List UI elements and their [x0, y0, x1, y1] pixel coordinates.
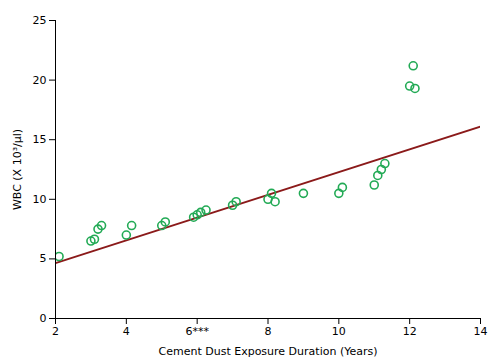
svg-text:5: 5	[40, 252, 47, 265]
svg-text:25: 25	[33, 14, 47, 27]
svg-text:12: 12	[403, 325, 417, 338]
svg-text:15: 15	[33, 133, 47, 146]
svg-text:2: 2	[52, 325, 59, 338]
svg-text:6***: 6***	[185, 325, 209, 338]
svg-text:0: 0	[40, 312, 47, 325]
svg-text:14: 14	[474, 325, 488, 338]
svg-text:8: 8	[265, 325, 272, 338]
svg-text:Cement Dust Exposure Duration: Cement Dust Exposure Duration (Years)	[159, 345, 378, 358]
svg-text:4: 4	[123, 325, 130, 338]
svg-text:10: 10	[33, 193, 47, 206]
svg-text:20: 20	[33, 74, 47, 87]
svg-text:10: 10	[332, 325, 346, 338]
svg-text:WBC (X 10³/µl): WBC (X 10³/µl)	[11, 129, 24, 210]
